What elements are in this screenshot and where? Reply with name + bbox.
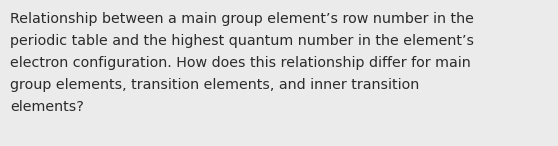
Text: elements?: elements? [10, 100, 84, 114]
Text: electron configuration. How does this relationship differ for main: electron configuration. How does this re… [10, 56, 471, 70]
Text: group elements, transition elements, and inner transition: group elements, transition elements, and… [10, 78, 419, 92]
Text: Relationship between a main group element’s row number in the: Relationship between a main group elemen… [10, 12, 474, 26]
Text: periodic table and the highest quantum number in the element’s: periodic table and the highest quantum n… [10, 34, 474, 48]
